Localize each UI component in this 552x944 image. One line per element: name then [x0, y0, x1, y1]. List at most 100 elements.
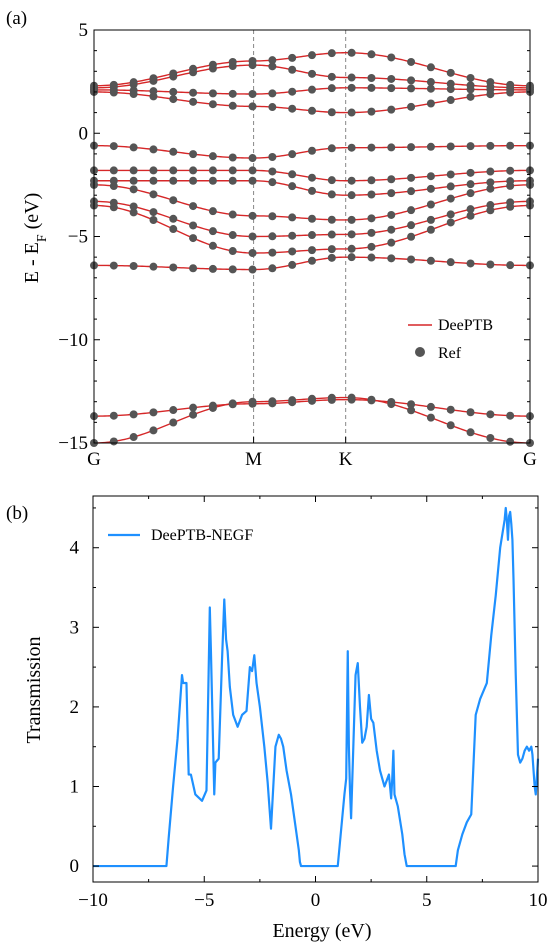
- band-ref-point: [268, 56, 277, 65]
- band-ref-point: [347, 253, 356, 262]
- band-ref-point: [446, 170, 455, 179]
- band-ref-point: [367, 214, 376, 223]
- band-ref-point: [327, 176, 336, 185]
- band-ref-point: [149, 190, 158, 199]
- band-ref-point: [169, 196, 178, 205]
- band-ref-point: [446, 218, 455, 227]
- band-ref-point: [327, 245, 336, 254]
- band-ref-point: [208, 227, 217, 236]
- band-ref-point: [189, 64, 198, 73]
- legend-deeptb-label: DeePTB: [438, 317, 493, 334]
- band-ref-point: [129, 176, 138, 185]
- band-ref-point: [109, 198, 118, 207]
- band-ref-point: [446, 258, 455, 267]
- band-ref-point: [466, 408, 475, 417]
- transmission-x-tick-label: 10: [529, 890, 548, 911]
- band-ref-point: [248, 56, 257, 65]
- transmission-x-tick-label: 0: [311, 890, 321, 911]
- band-ref-point: [387, 210, 396, 219]
- transmission-line: [93, 506, 540, 868]
- band-ref-point: [248, 176, 257, 185]
- band-ref-point: [268, 103, 277, 112]
- band-ref-point: [367, 107, 376, 116]
- band-ref-point: [327, 253, 336, 262]
- band-ref-point: [407, 84, 416, 93]
- legend-ref-swatch: [415, 347, 425, 357]
- band-ref-point: [169, 87, 178, 96]
- band-ref-point: [506, 261, 515, 270]
- band-ref-point: [228, 400, 237, 409]
- transmission-y-tick-label: 2: [70, 697, 80, 718]
- band-ref-point: [446, 182, 455, 191]
- band-ref-point: [208, 100, 217, 109]
- band-ref-point: [347, 73, 356, 82]
- band-ref-point: [268, 232, 277, 241]
- band-ref-point: [228, 231, 237, 240]
- band-ref-point: [506, 141, 515, 150]
- band-ref-point: [169, 176, 178, 185]
- band-ref-point: [208, 264, 217, 273]
- band-ref-point: [327, 49, 336, 58]
- band-y-axis-label: E - EF (eV): [21, 193, 50, 284]
- band-ref-point: [407, 206, 416, 215]
- band-ref-point: [466, 205, 475, 214]
- band-ref-point: [228, 58, 237, 67]
- band-ref-point: [248, 399, 257, 408]
- band-ref-point: [248, 211, 257, 220]
- band-ref-point: [248, 265, 257, 274]
- band-ref-point: [327, 84, 336, 93]
- band-ref-point: [426, 256, 435, 265]
- band-ref-point: [268, 178, 277, 187]
- band-ref-point: [149, 176, 158, 185]
- band-ref-point: [268, 264, 277, 273]
- band-ref-point: [268, 399, 277, 408]
- band-ref-point: [308, 396, 316, 405]
- band-ref-point: [466, 211, 475, 220]
- band-ref-point: [169, 214, 178, 223]
- band-ref-point: [347, 215, 356, 224]
- band-ref-point: [407, 221, 416, 230]
- band-ref-point: [367, 73, 376, 82]
- band-ref-point: [466, 180, 475, 189]
- band-ref-point: [347, 395, 356, 404]
- band-ref-point: [308, 173, 316, 182]
- band-ref-point: [208, 152, 217, 161]
- band-ref-point: [387, 53, 396, 62]
- band-ref-point: [228, 265, 237, 274]
- band-ref-point: [308, 85, 316, 94]
- band-ref-point: [109, 176, 118, 185]
- band-structure-plot: 50−5−10−15G M K G: [58, 20, 537, 470]
- band-ref-point: [407, 173, 416, 182]
- band-ref-point: [426, 184, 435, 193]
- band-ref-point: [149, 166, 158, 175]
- band-ref-point: [486, 184, 495, 193]
- band-ref-point: [189, 264, 198, 273]
- band-ref-point: [466, 428, 475, 437]
- transmission-y-tick-label: 4: [70, 538, 80, 559]
- band-ref-point: [387, 189, 396, 198]
- transmission-plot: 0 1 2 3 4 −10 −5 0 5 10: [70, 495, 548, 911]
- band-ref-point: [208, 166, 217, 175]
- band-ref-point: [208, 176, 217, 185]
- band-ref-point: [248, 166, 257, 175]
- band-ref-point: [129, 433, 138, 442]
- band-ref-point: [308, 246, 316, 255]
- band-ref-point: [248, 154, 257, 163]
- band-ref-point: [407, 400, 416, 409]
- legend-negf-label: DeePTB-NEGF: [151, 527, 253, 544]
- band-ref-point: [486, 178, 495, 187]
- band-ref-point: [387, 398, 396, 407]
- band-ref-point: [208, 241, 217, 250]
- band-ref-point: [446, 142, 455, 151]
- band-ref-point: [367, 176, 376, 185]
- band-ref-point: [367, 253, 376, 262]
- band-ref-point: [288, 247, 297, 256]
- band-ref-point: [149, 426, 158, 435]
- legend-ref-label: Ref: [438, 345, 462, 362]
- band-ref-point: [288, 87, 297, 96]
- band-ref-point: [367, 190, 376, 199]
- band-ref-point: [129, 86, 138, 95]
- band-ref-point: [189, 150, 198, 159]
- band-ref-point: [426, 142, 435, 151]
- band-y-tick-label: 5: [79, 20, 89, 41]
